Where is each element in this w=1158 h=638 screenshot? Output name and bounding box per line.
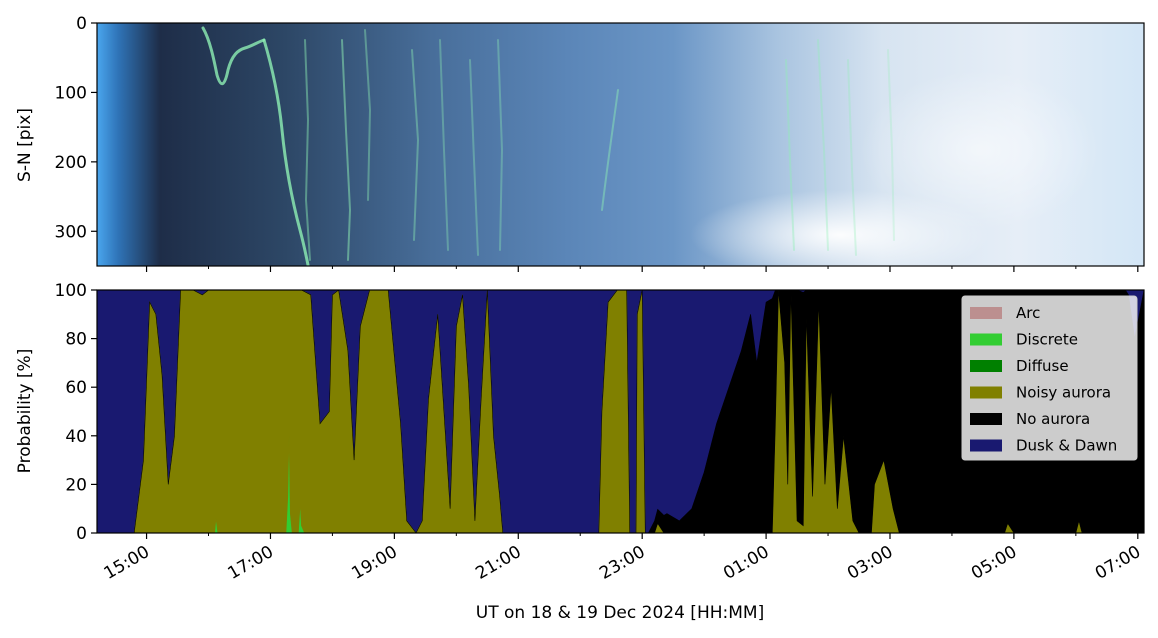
legend-label: Diffuse bbox=[1016, 357, 1069, 375]
x-tick-label: 17:00 bbox=[225, 542, 277, 584]
legend-label: Discrete bbox=[1016, 331, 1078, 349]
legend-label: Noisy aurora bbox=[1016, 384, 1111, 402]
legend-swatch bbox=[970, 360, 1002, 372]
keogram-panel: 0 100 200 300 S-N [pix] bbox=[15, 14, 1145, 272]
probability-y-label: Probability [%] bbox=[15, 349, 35, 474]
legend-swatch bbox=[970, 386, 1002, 399]
y-tick-label: 60 bbox=[65, 378, 87, 398]
x-tick-label: 23:00 bbox=[596, 542, 648, 584]
legend-box bbox=[961, 295, 1138, 461]
x-axis-label: UT on 18 & 19 Dec 2024 [HH:MM] bbox=[476, 603, 764, 623]
y-tick-label: 300 bbox=[55, 222, 87, 242]
x-tick-label: 15:00 bbox=[101, 542, 153, 584]
y-tick-label: 20 bbox=[65, 475, 87, 495]
x-tick-label: 21:00 bbox=[472, 542, 524, 584]
legend-swatch bbox=[970, 307, 1002, 319]
y-tick-label: 200 bbox=[55, 153, 87, 173]
legend-label: Arc bbox=[1016, 304, 1040, 322]
keogram-y-axis: 0 100 200 300 bbox=[55, 14, 97, 242]
y-tick-label: 100 bbox=[55, 281, 87, 301]
x-tick-label: 01:00 bbox=[720, 542, 772, 584]
y-tick-label: 0 bbox=[76, 524, 87, 544]
legend-swatch bbox=[970, 439, 1002, 452]
x-tick-label: 19:00 bbox=[348, 542, 400, 584]
probability-panel: 0 20 40 60 80 100 15:00 17:00 19:00 21:00 23:00 01… bbox=[15, 281, 1145, 623]
y-tick-label: 80 bbox=[65, 330, 87, 350]
x-tick-label: 03:00 bbox=[844, 542, 896, 584]
keogram-aurora-streaks bbox=[201, 26, 895, 266]
legend-label: No aurora bbox=[1016, 410, 1090, 428]
y-tick-label: 40 bbox=[65, 427, 87, 447]
probability-y-axis: 0 20 40 60 80 100 bbox=[55, 281, 97, 544]
y-tick-label: 0 bbox=[76, 14, 87, 34]
legend-swatch bbox=[970, 333, 1002, 346]
keogram-frame bbox=[96, 22, 1145, 267]
x-tick-label: 07:00 bbox=[1092, 542, 1144, 584]
keogram-y-label: S-N [pix] bbox=[15, 108, 35, 182]
probability-x-axis: 15:00 17:00 19:00 21:00 23:00 01:00 03:00 05:00… bbox=[101, 533, 1144, 584]
x-tick-label: 05:00 bbox=[968, 542, 1020, 584]
probability-frame bbox=[96, 289, 1145, 534]
legend: Arc Discrete Diffuse Noisy aurora No aurora D… bbox=[961, 295, 1138, 461]
keogram-x-ticks bbox=[145, 266, 1139, 272]
keogram-bright-patch bbox=[860, 70, 1100, 230]
legend-swatch bbox=[970, 413, 1002, 425]
legend-label: Dusk & Dawn bbox=[1016, 437, 1117, 455]
y-tick-label: 100 bbox=[55, 83, 87, 103]
